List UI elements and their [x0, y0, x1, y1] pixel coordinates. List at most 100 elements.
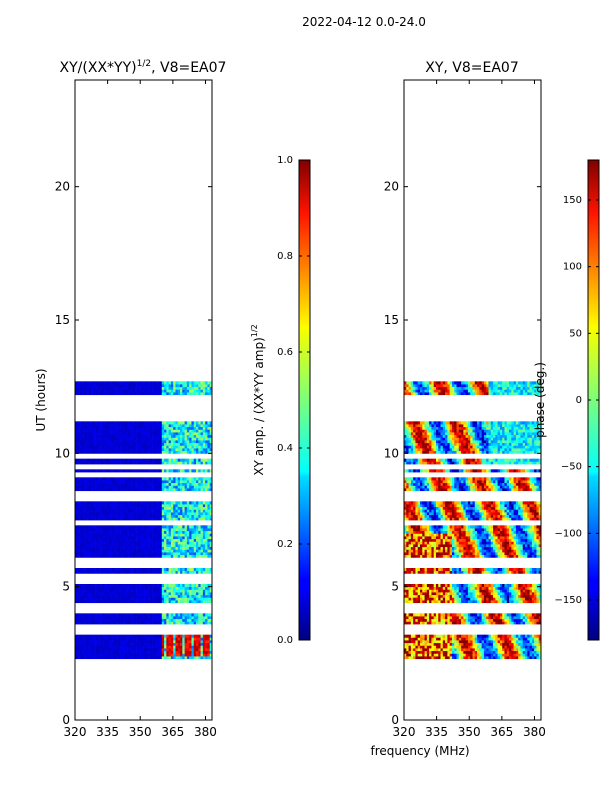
- amplitude-cell: [202, 442, 206, 446]
- amplitude-cell: [198, 640, 201, 644]
- phase-cell: [534, 650, 537, 654]
- amplitude-cell: [93, 429, 96, 433]
- amplitude-cell: [150, 429, 153, 433]
- amplitude-cell: [84, 594, 87, 598]
- phase-cell: [426, 592, 430, 596]
- amplitude-cell: [100, 392, 103, 396]
- amplitude-cell: [182, 482, 185, 486]
- phase-cell: [454, 656, 457, 660]
- amplitude-cell: [209, 437, 213, 441]
- amplitude-cell: [161, 469, 165, 473]
- amplitude-cell: [125, 442, 128, 446]
- amplitude-cell: [75, 549, 78, 553]
- amplitude-cell: [184, 554, 188, 558]
- amplitude-cell: [118, 437, 121, 441]
- amplitude-cell: [186, 536, 190, 540]
- amplitude-cell: [175, 653, 179, 657]
- amplitude-cell: [77, 392, 80, 396]
- amplitude-cell: [177, 568, 181, 572]
- phase-cell: [481, 616, 485, 620]
- phase-cell: [404, 637, 407, 641]
- amplitude-cell: [138, 586, 142, 590]
- amplitude-cell: [75, 426, 78, 430]
- amplitude-cell: [136, 517, 140, 521]
- amplitude-cell: [145, 392, 149, 396]
- amplitude-cell: [84, 589, 87, 593]
- phase-cell: [506, 656, 510, 660]
- amplitude-cell: [88, 642, 92, 646]
- amplitude-cell: [129, 637, 133, 641]
- phase-cell: [472, 597, 476, 601]
- amplitude-cell: [166, 653, 169, 657]
- amplitude-cell: [138, 541, 142, 545]
- amplitude-cell: [122, 648, 126, 652]
- phase-cell: [518, 618, 521, 622]
- amplitude-cell: [209, 621, 213, 625]
- amplitude-cell: [81, 546, 85, 550]
- amplitude-cell: [170, 589, 174, 593]
- amplitude-cell: [100, 645, 103, 649]
- amplitude-cell: [164, 648, 167, 652]
- amplitude-cell: [95, 501, 99, 505]
- amplitude-cell: [77, 386, 80, 390]
- amplitude-cell: [77, 437, 80, 441]
- amplitude-cell: [177, 448, 181, 452]
- phase-cell: [406, 637, 409, 641]
- amplitude-cell: [125, 450, 128, 454]
- amplitude-cell: [200, 568, 204, 572]
- amplitude-cell: [81, 552, 85, 556]
- amplitude-cell: [175, 512, 179, 516]
- amplitude-cell: [200, 437, 204, 441]
- phase-cell: [456, 637, 460, 641]
- amplitude-cell: [138, 517, 142, 521]
- amplitude-cell: [116, 650, 119, 654]
- amplitude-cell: [182, 645, 185, 649]
- amplitude-cell: [150, 392, 153, 396]
- amplitude-cell: [152, 528, 156, 532]
- phase-cell: [529, 594, 533, 598]
- amplitude-cell: [100, 554, 103, 558]
- amplitude-cell: [198, 584, 201, 588]
- amplitude-cell: [189, 506, 192, 510]
- amplitude-cell: [182, 650, 185, 654]
- phase-cell: [404, 640, 407, 644]
- amplitude-cell: [202, 536, 206, 540]
- amplitude-cell: [111, 618, 115, 622]
- amplitude-cell: [191, 426, 195, 430]
- amplitude-cell: [150, 650, 153, 654]
- amplitude-cell: [161, 536, 165, 540]
- amplitude-cell: [198, 437, 201, 441]
- amplitude-cell: [81, 594, 85, 598]
- amplitude-cell: [164, 432, 167, 436]
- amplitude-cell: [168, 386, 172, 390]
- amplitude-cell: [125, 554, 128, 558]
- amplitude-cell: [113, 386, 117, 390]
- amplitude-cell: [120, 480, 124, 484]
- phase-cell: [481, 594, 485, 598]
- amplitude-cell: [141, 634, 144, 638]
- amplitude-cell: [97, 597, 101, 601]
- phase-cell: [493, 618, 496, 622]
- amplitude-cell: [88, 381, 92, 385]
- amplitude-cell: [168, 392, 172, 396]
- amplitude-cell: [200, 536, 204, 540]
- amplitude-cell: [116, 504, 119, 508]
- amplitude-cell: [81, 616, 85, 620]
- amplitude-cell: [152, 594, 156, 598]
- phase-cell: [470, 640, 473, 644]
- amplitude-cell: [198, 653, 201, 657]
- phase-cell: [483, 618, 487, 622]
- phase-cell: [477, 640, 480, 644]
- amplitude-cell: [93, 392, 96, 396]
- amplitude-cell: [106, 600, 110, 604]
- amplitude-cell: [180, 648, 183, 652]
- amplitude-cell: [166, 381, 169, 385]
- amplitude-cell: [202, 469, 206, 473]
- amplitude-cell: [180, 381, 183, 385]
- amplitude-cell: [106, 613, 110, 617]
- phase-cell: [413, 640, 416, 644]
- amplitude-cell: [159, 536, 163, 540]
- amplitude-cell: [145, 512, 149, 516]
- amplitude-cell: [150, 512, 153, 516]
- phase-cell: [413, 648, 416, 652]
